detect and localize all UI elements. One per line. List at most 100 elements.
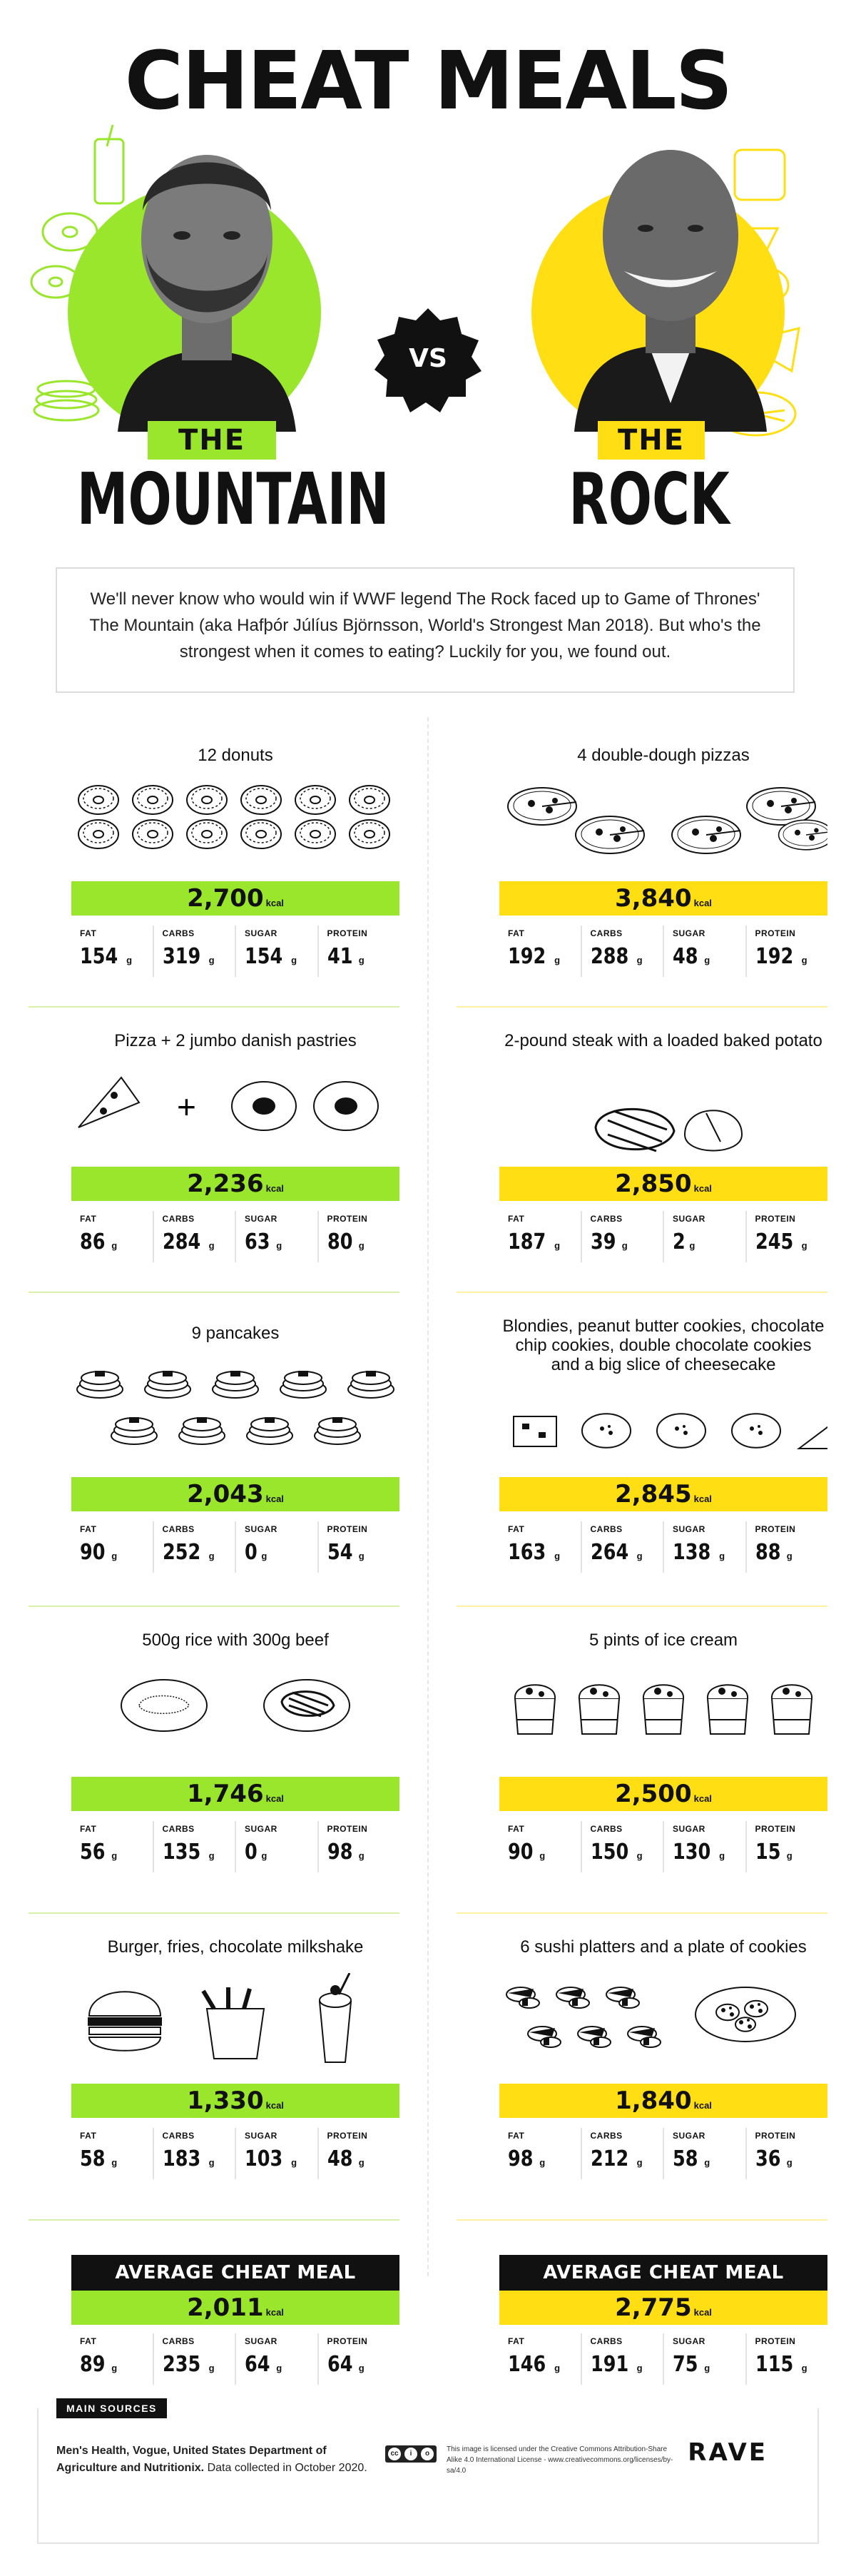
macro-carbs-label: CARBS xyxy=(590,1824,623,1834)
macro-carbs: CARBS 150 g xyxy=(580,1821,663,1872)
macro-protein-unit: g xyxy=(358,1850,365,1861)
mountain-kcal-bar: 1,746 kcal xyxy=(71,1777,399,1811)
macro-protein-label: PROTEIN xyxy=(755,1524,796,1534)
macro-protein-unit: g xyxy=(358,1551,365,1561)
macro-fat-unit: g xyxy=(554,2363,561,2373)
mountain-portrait xyxy=(118,155,296,432)
macro-protein: PROTEIN 80 g xyxy=(317,1211,400,1262)
macro-fat-unit: g xyxy=(539,1850,546,1861)
macro-sugar: SUGAR 0 g xyxy=(235,1821,317,1872)
macro-fat: FAT 56 g xyxy=(71,1821,153,1872)
macro-carbs-value: 264 xyxy=(590,1540,628,1565)
rock-kcal-bar: 3,840 kcal xyxy=(499,881,827,916)
macro-protein: PROTEIN 48 g xyxy=(317,2128,400,2179)
macro-protein-unit: g xyxy=(358,2157,365,2168)
macro-carbs-unit: g xyxy=(621,1240,628,1251)
macro-protein-value: 192 xyxy=(755,944,793,969)
separator xyxy=(457,1006,827,1008)
macro-protein-value: 41 xyxy=(327,944,352,969)
macro-carbs-unit: g xyxy=(636,2363,643,2373)
macro-fat-unit: g xyxy=(554,1551,561,1561)
donut-icon xyxy=(78,785,390,849)
separator xyxy=(457,1912,827,1914)
macro-carbs-label: CARBS xyxy=(162,2131,195,2141)
macro-fat: FAT 86 g xyxy=(71,1211,153,1262)
macro-fat-label: FAT xyxy=(508,928,525,938)
macro-fat-label: FAT xyxy=(80,2131,97,2141)
macro-fat-value: 192 xyxy=(508,944,546,969)
macro-protein-value: 54 xyxy=(327,1540,352,1565)
macro-carbs: CARBS 135 g xyxy=(152,1821,235,1872)
macro-sugar-value: 58 xyxy=(673,2146,698,2171)
macro-fat-value: 163 xyxy=(508,1540,546,1565)
macro-sugar: SUGAR 130 g xyxy=(663,1821,745,1872)
macro-sugar: SUGAR 0 g xyxy=(235,1521,317,1573)
rock-meal-name: 6 sushi platters and a plate of cookies xyxy=(520,1937,807,1957)
cc-license-icon: cc i o xyxy=(385,2445,437,2463)
mountain-tag: THE xyxy=(148,421,276,460)
rock-kcal-bar: 2,500 kcal xyxy=(499,1777,827,1811)
macro-carbs: CARBS 252 g xyxy=(152,1521,235,1573)
macro-fat-value: 58 xyxy=(80,2146,106,2171)
macro-protein-label: PROTEIN xyxy=(327,928,368,938)
macro-sugar-value: 48 xyxy=(673,944,698,969)
sushi-cookies-icon xyxy=(506,1987,796,2048)
macro-carbs-label: CARBS xyxy=(590,2131,623,2141)
mountain-macros: FAT 86 g CARBS 284 g SUGAR 63 g PROTEIN … xyxy=(71,1211,399,1262)
rock-tag: THE xyxy=(598,421,705,460)
macro-protein: PROTEIN 115 g xyxy=(745,2333,828,2385)
macro-sugar-value: 63 xyxy=(245,1229,270,1254)
macro-protein-value: 115 xyxy=(755,2352,793,2377)
macro-sugar-label: SUGAR xyxy=(245,1524,277,1534)
macro-sugar: SUGAR 58 g xyxy=(663,2128,745,2179)
mountain-meal-name: Pizza + 2 jumbo danish pastries xyxy=(114,1031,357,1050)
mountain-kcal-bar: 2,236 kcal xyxy=(71,1167,399,1201)
macro-fat-value: 146 xyxy=(508,2352,546,2377)
macro-protein: PROTEIN 15 g xyxy=(745,1821,828,1872)
macro-fat: FAT 146 g xyxy=(499,2333,581,2385)
macro-fat-unit: g xyxy=(111,2363,118,2373)
macro-protein-unit: g xyxy=(786,1850,793,1861)
macro-sugar-value: 0 xyxy=(245,1540,258,1565)
macro-fat-label: FAT xyxy=(508,2336,525,2346)
mountain-average-heading: AVERAGE CHEAT MEAL xyxy=(71,2255,399,2291)
kcal-value: 2,500 xyxy=(615,1780,692,1808)
rock-macros: FAT 90 g CARBS 150 g SUGAR 130 g PROTEIN… xyxy=(499,1821,827,1872)
macro-fat: FAT 58 g xyxy=(71,2128,153,2179)
kcal-unit: kcal xyxy=(265,2307,284,2318)
separator xyxy=(29,2219,399,2221)
macro-fat-unit: g xyxy=(111,1551,118,1561)
macro-carbs-label: CARBS xyxy=(162,2336,195,2346)
macro-fat-unit: g xyxy=(539,2157,546,2168)
separator xyxy=(457,1292,827,1293)
macro-carbs: CARBS 288 g xyxy=(580,926,663,977)
mountain-macros: FAT 56 g CARBS 135 g SUGAR 0 g PROTEIN 9… xyxy=(71,1821,399,1872)
macro-carbs-value: 183 xyxy=(162,2146,200,2171)
rock-meal-name: 4 double-dough pizzas xyxy=(577,746,750,765)
macro-sugar: SUGAR 154 g xyxy=(235,926,317,977)
rock-name: ROCK xyxy=(569,457,730,541)
macro-fat: FAT 187 g xyxy=(499,1211,581,1262)
average-kcal-value: 2,011 xyxy=(187,2293,264,2322)
macro-protein-label: PROTEIN xyxy=(755,1824,796,1834)
macro-protein-label: PROTEIN xyxy=(327,2131,368,2141)
macro-protein-unit: g xyxy=(786,2157,793,2168)
macro-carbs: CARBS 39 g xyxy=(580,1211,663,1262)
macro-sugar-unit: g xyxy=(291,2157,297,2168)
rock-portrait xyxy=(574,150,767,432)
macro-fat-unit: g xyxy=(111,1240,118,1251)
macro-carbs-unit: g xyxy=(208,1850,215,1861)
kcal-value: 2,845 xyxy=(615,1480,692,1508)
macro-protein-unit: g xyxy=(801,955,807,965)
macro-protein-value: 80 xyxy=(327,1229,352,1254)
macro-carbs-value: 135 xyxy=(162,1840,200,1865)
macro-fat-value: 154 xyxy=(80,944,118,969)
macro-carbs-unit: g xyxy=(208,1551,215,1561)
macro-sugar: SUGAR 138 g xyxy=(663,1521,745,1573)
intro-text: We'll never know who would win if WWF le… xyxy=(56,567,795,693)
mountain-meal-name: Burger, fries, chocolate milkshake xyxy=(107,1937,364,1957)
macro-sugar-unit: g xyxy=(719,1551,725,1561)
macro-sugar-label: SUGAR xyxy=(245,1824,277,1834)
mountain-meal-name: 12 donuts xyxy=(198,746,273,765)
macro-fat: FAT 90 g xyxy=(71,1521,153,1573)
